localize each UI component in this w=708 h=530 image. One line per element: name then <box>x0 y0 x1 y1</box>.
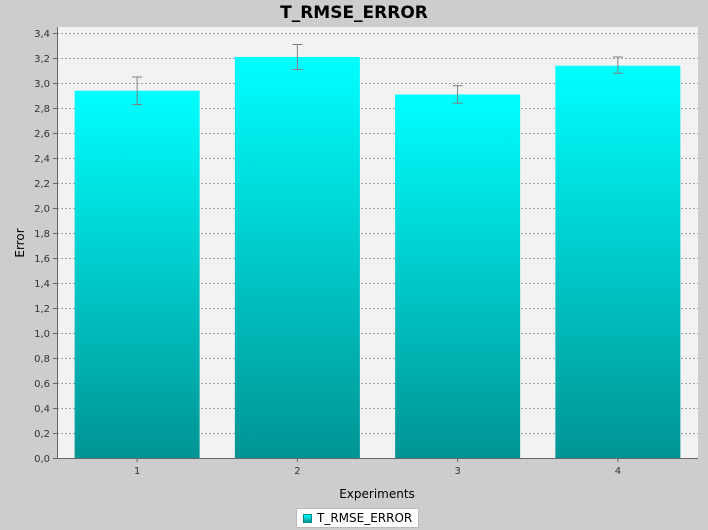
y-tick-label: 2,8 <box>34 104 50 115</box>
grid-lines <box>57 33 698 434</box>
bars <box>74 56 681 459</box>
bar <box>395 94 521 458</box>
y-tick-label: 3,2 <box>34 54 50 65</box>
y-tick-label: 1,6 <box>34 254 50 265</box>
legend: T_RMSE_ERROR <box>296 508 420 528</box>
bar <box>555 65 681 458</box>
y-tick-label: 0,0 <box>34 454 50 465</box>
y-tick-label: 0,2 <box>34 429 50 440</box>
axes: 0,0 0,2 0,4 0,6 0,8 1,0 1,2 1,4 1,6 1,8 2,0 2,2 2,4 2… <box>34 27 698 477</box>
y-tick-label: 1,8 <box>34 229 50 240</box>
y-tick-label: 2,2 <box>34 179 50 190</box>
legend-label: T_RMSE_ERROR <box>317 511 413 525</box>
y-tick-label: 2,4 <box>34 154 50 165</box>
y-tick-label: 3,0 <box>34 79 50 90</box>
legend-swatch <box>303 513 312 523</box>
y-tick-label: 0,4 <box>34 404 50 415</box>
x-tick-label: 4 <box>615 466 621 477</box>
y-tick-label: 3,4 <box>34 29 50 40</box>
error-bars <box>132 43 623 105</box>
y-tick-label: 0,6 <box>34 379 50 390</box>
y-tick-label: 2,6 <box>34 129 50 140</box>
x-tick-label: 2 <box>294 466 300 477</box>
y-tick-label: 0,8 <box>34 354 50 365</box>
y-axis-title: Error <box>13 228 27 257</box>
chart-title: T_RMSE_ERROR <box>280 3 428 23</box>
x-axis-title: Experiments <box>339 487 415 501</box>
y-tick-label: 1,0 <box>34 329 50 340</box>
y-tick-label: 2,0 <box>34 204 50 215</box>
y-tick-label: 1,4 <box>34 279 50 290</box>
bar <box>74 90 200 458</box>
x-tick-label: 3 <box>454 466 460 477</box>
bar <box>234 56 360 459</box>
y-tick-label: 1,2 <box>34 304 50 315</box>
x-tick-label: 1 <box>134 466 140 477</box>
